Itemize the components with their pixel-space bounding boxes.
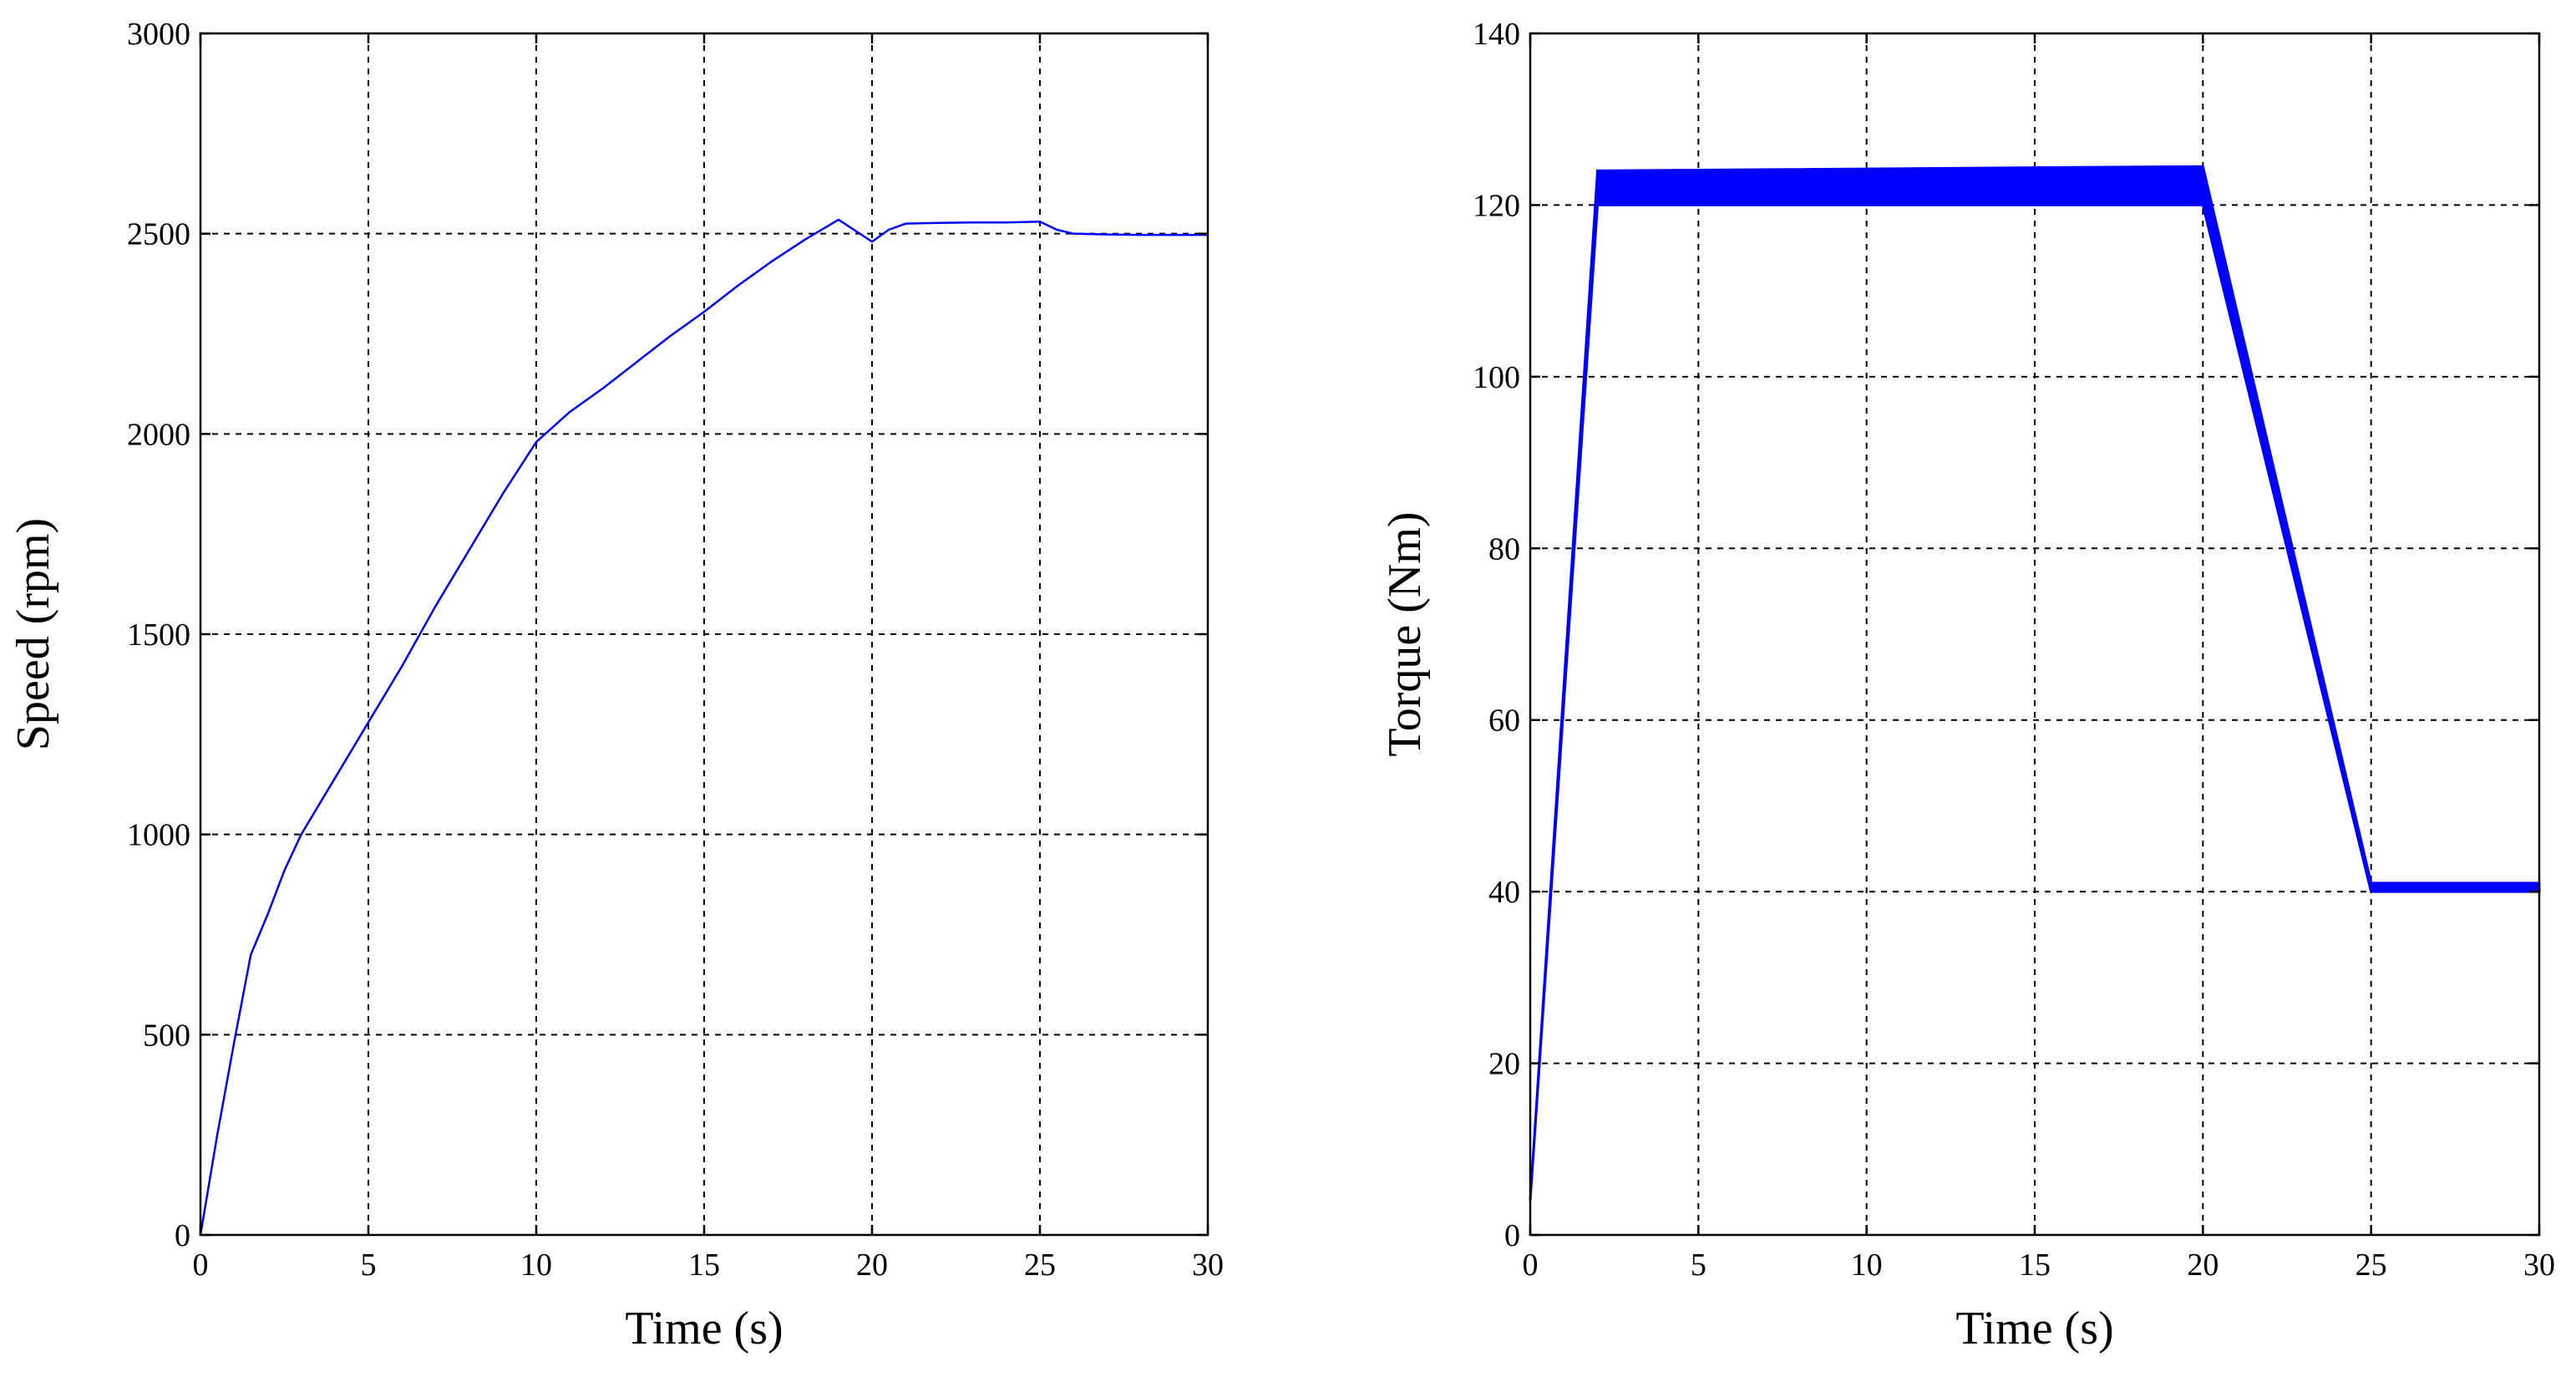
speed-x-axis-label: Time (s) bbox=[625, 1303, 783, 1354]
torque-y-tick-label: 140 bbox=[1473, 17, 1520, 52]
speed-y-tick-label: 500 bbox=[143, 1018, 190, 1053]
speed-series-line bbox=[199, 218, 1208, 1236]
torque-y-tick-label: 40 bbox=[1488, 875, 1520, 910]
speed-chart: 0 5 10 15 20 25 30 0 500 1000 1500 2000 2500 3000 Time… bbox=[8, 17, 1224, 1354]
speed-x-tick-label: 5 bbox=[361, 1247, 377, 1283]
speed-y-axis-label: Speed (rpm) bbox=[8, 518, 59, 750]
torque-x-tick-label: 20 bbox=[2187, 1247, 2219, 1283]
torque-x-tick-label: 5 bbox=[1691, 1247, 1706, 1283]
speed-x-tick-label: 0 bbox=[193, 1247, 209, 1283]
speed-y-tick-label: 3000 bbox=[127, 17, 190, 52]
speed-y-tick-label: 1000 bbox=[127, 818, 190, 853]
torque-x-tick-label: 0 bbox=[1523, 1247, 1539, 1283]
torque-y-tick-label: 120 bbox=[1473, 188, 1520, 223]
speed-y-tick-label: 0 bbox=[175, 1218, 190, 1253]
torque-y-axis-label: Torque (Nm) bbox=[1379, 511, 1431, 756]
torque-x-tick-label: 15 bbox=[2019, 1247, 2051, 1283]
torque-x-tick-label: 10 bbox=[1851, 1247, 1883, 1283]
torque-x-tick-label: 25 bbox=[2355, 1247, 2387, 1283]
torque-y-tick-label: 20 bbox=[1488, 1047, 1520, 1082]
speed-y-tick-label: 1500 bbox=[127, 617, 190, 653]
torque-y-tick-label: 80 bbox=[1488, 531, 1520, 567]
torque-x-axis-label: Time (s) bbox=[1955, 1303, 2113, 1354]
speed-x-tick-label: 20 bbox=[856, 1247, 888, 1283]
torque-y-tick-label: 100 bbox=[1473, 360, 1520, 395]
speed-x-tick-label: 10 bbox=[520, 1247, 552, 1283]
speed-x-tick-label: 30 bbox=[1192, 1247, 1224, 1283]
torque-y-tick-label: 60 bbox=[1488, 704, 1520, 739]
torque-series-band bbox=[1529, 165, 2541, 1202]
speed-x-tick-label: 15 bbox=[688, 1247, 720, 1283]
speed-y-tick-label: 2500 bbox=[127, 217, 190, 252]
speed-x-tick-label: 25 bbox=[1024, 1247, 1056, 1283]
torque-chart: 0 5 10 15 20 25 30 0 20 40 60 80 100 120 140 Time (s) To… bbox=[1379, 17, 2555, 1354]
torque-x-tick-label: 30 bbox=[2523, 1247, 2555, 1283]
torque-y-tick-label: 0 bbox=[1504, 1218, 1520, 1253]
speed-y-tick-label: 2000 bbox=[127, 417, 190, 452]
